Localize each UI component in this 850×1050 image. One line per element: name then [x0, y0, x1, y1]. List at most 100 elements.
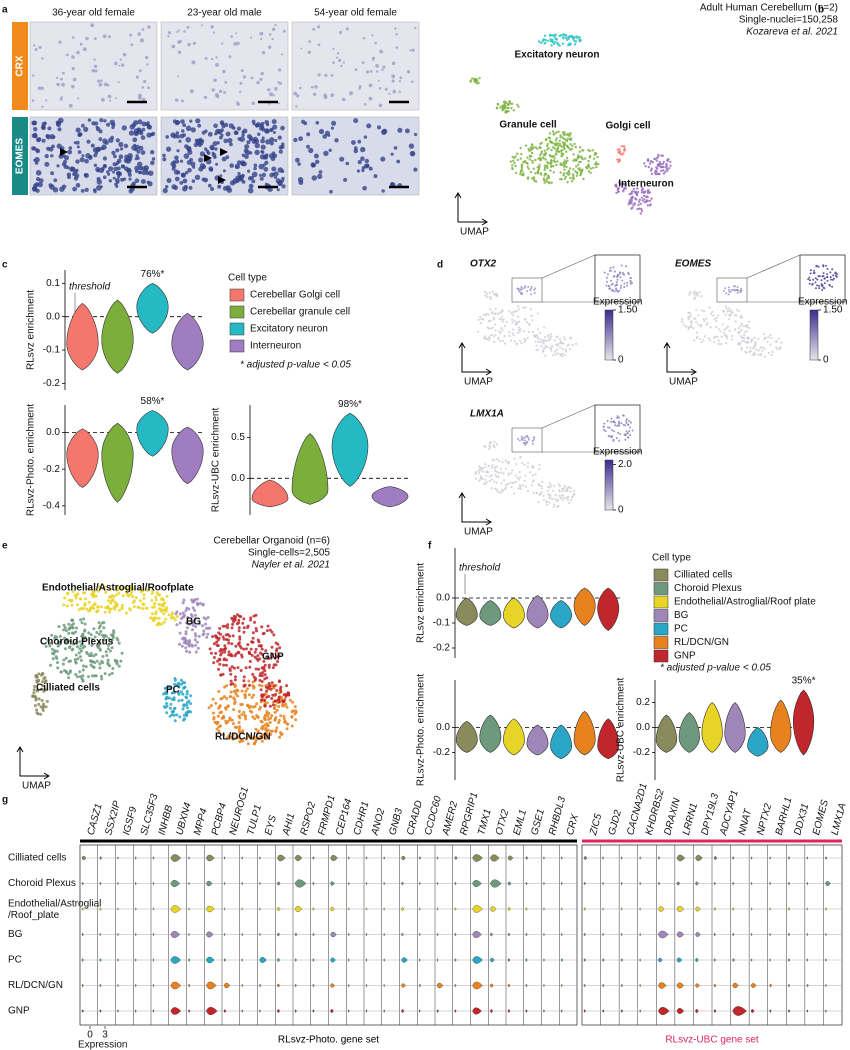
nucleus — [233, 42, 238, 46]
umap-point — [543, 42, 546, 45]
umap-point — [567, 343, 570, 346]
umap-point — [567, 36, 570, 39]
nucleus — [31, 99, 35, 102]
umap-point — [222, 663, 226, 667]
panel-letter: e — [2, 541, 8, 552]
umap-point — [163, 686, 167, 690]
nucleus — [308, 147, 314, 154]
umap-point — [236, 689, 240, 693]
umap-point — [564, 338, 567, 341]
umap-point — [505, 320, 508, 323]
nucleus — [191, 179, 196, 183]
nucleus — [218, 89, 223, 94]
expression-violin — [490, 906, 497, 912]
umap-point — [744, 324, 747, 328]
nucleus — [222, 69, 226, 74]
umap-point — [508, 100, 511, 103]
umap-point — [238, 614, 241, 618]
umap-point — [627, 436, 630, 439]
nucleus — [121, 63, 125, 67]
umap-point — [182, 703, 186, 707]
umap-point — [521, 287, 524, 290]
umap-point — [695, 331, 699, 334]
umap-point — [228, 669, 232, 672]
umap-point — [167, 696, 171, 700]
umap-point — [188, 622, 192, 626]
umap-point — [729, 313, 732, 316]
nucleus — [173, 185, 178, 190]
y-axis-label: RLsvz-Photo. enrichment — [26, 404, 37, 516]
nucleus — [225, 131, 231, 137]
umap-point — [97, 644, 101, 648]
nucleus — [368, 83, 373, 88]
umap-point — [516, 158, 519, 162]
expression-violin — [543, 958, 545, 962]
umap-point — [256, 731, 260, 735]
umap-point — [579, 160, 582, 164]
umap-point — [532, 491, 536, 494]
expression-violin — [472, 981, 483, 990]
umap-point — [519, 146, 522, 150]
umap-point — [545, 340, 548, 343]
umap-point — [701, 309, 704, 312]
umap-point — [646, 204, 649, 207]
umap-point — [557, 504, 560, 507]
umap-point — [531, 464, 534, 468]
umap-point — [84, 665, 88, 669]
umap-point — [92, 607, 96, 610]
umap-point — [550, 335, 553, 338]
umap-point — [747, 320, 751, 323]
umap-point — [630, 421, 632, 424]
expression-violin — [472, 880, 482, 887]
nucleus — [380, 156, 386, 162]
expression-violin — [135, 984, 137, 987]
umap-point — [520, 166, 524, 170]
umap-point — [212, 661, 216, 665]
umap-point — [117, 641, 121, 645]
umap-point — [617, 187, 620, 190]
umap-point — [575, 174, 579, 177]
umap-point — [188, 650, 192, 654]
gene-label: SSX2IP — [103, 799, 123, 836]
umap-point — [621, 185, 624, 189]
umap-point — [204, 617, 208, 621]
umap-point — [190, 598, 194, 602]
umap-point — [179, 678, 183, 682]
umap-point — [814, 277, 817, 280]
umap-point — [48, 641, 52, 645]
umap-point — [520, 292, 522, 294]
row-label: Endothelial/Astroglial/Roof_plate — [8, 898, 101, 921]
expression-violin — [525, 907, 528, 911]
umap-point — [49, 663, 53, 667]
expression-violin — [825, 881, 831, 886]
umap-point — [97, 585, 101, 589]
nucleus — [139, 171, 143, 175]
umap-point — [687, 328, 690, 331]
umap-point — [518, 478, 521, 481]
umap-point — [284, 702, 288, 706]
nucleus — [40, 86, 44, 91]
nucleus — [223, 138, 228, 144]
gene-label: EML1 — [512, 808, 529, 836]
umap-point — [551, 34, 554, 37]
umap-point — [191, 623, 195, 627]
umap-point — [261, 724, 265, 728]
umap-point — [661, 162, 665, 166]
nucleus — [97, 79, 101, 83]
nucleus — [391, 79, 395, 83]
umap-point — [515, 171, 518, 175]
row-label: GNP — [8, 1006, 30, 1017]
umap-point — [547, 176, 550, 180]
umap-point — [553, 40, 556, 44]
umap-point — [199, 601, 202, 605]
nucleus — [280, 53, 284, 56]
umap-point — [571, 173, 575, 176]
umap-point — [267, 665, 271, 669]
umap-point — [548, 501, 551, 504]
umap-point — [562, 336, 566, 339]
umap-point — [739, 291, 742, 294]
nucleus — [49, 134, 55, 140]
umap-point — [546, 485, 550, 489]
umap-point — [511, 311, 514, 314]
umap-point — [553, 147, 556, 150]
